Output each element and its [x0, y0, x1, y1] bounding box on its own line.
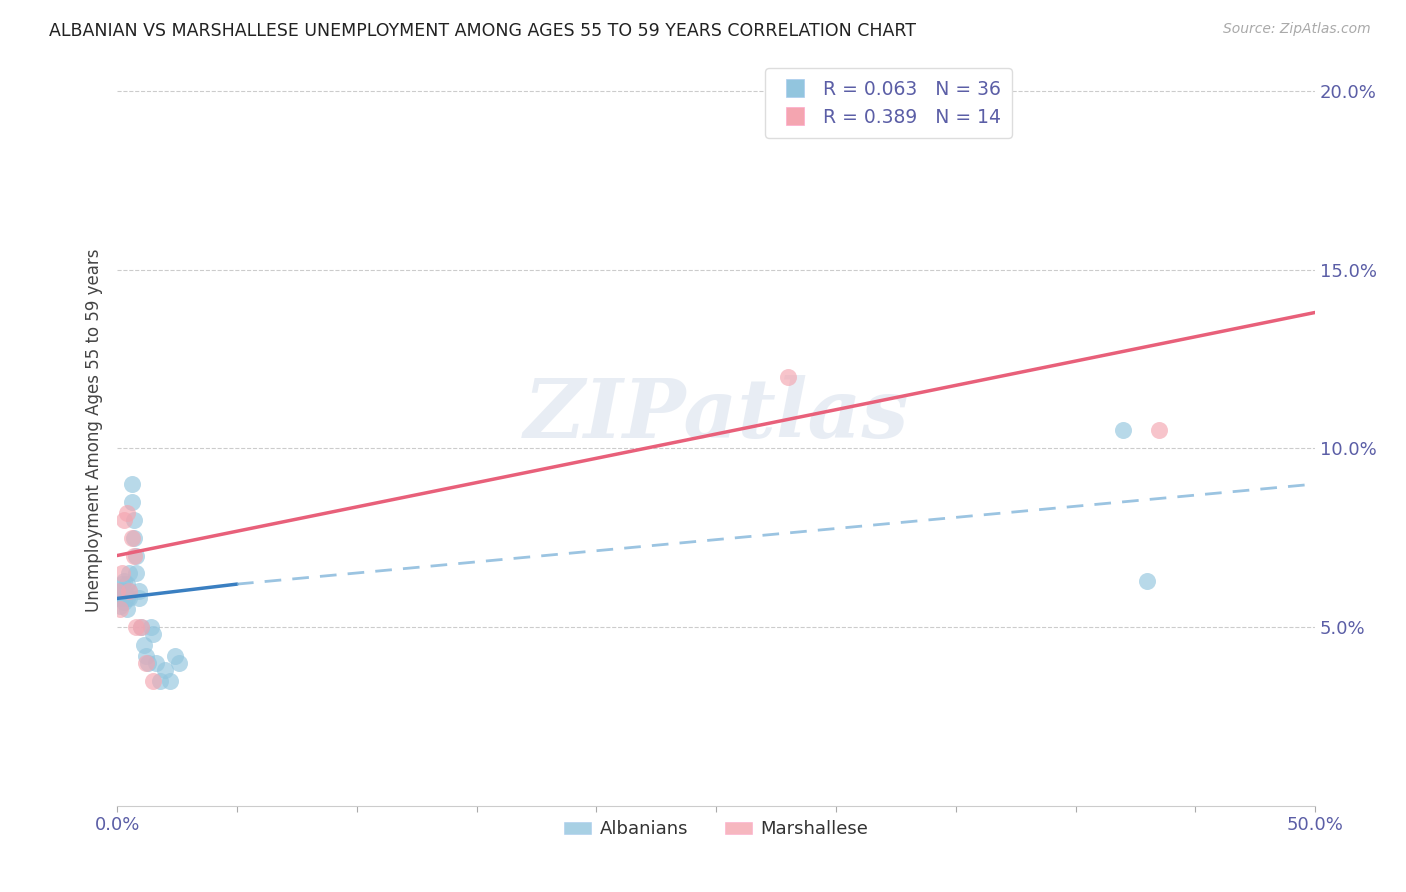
Point	[142, 627, 165, 641]
Point	[122, 549, 145, 563]
Point	[149, 673, 172, 688]
Y-axis label: Unemployment Among Ages 55 to 59 years: Unemployment Among Ages 55 to 59 years	[86, 249, 103, 612]
Point	[118, 584, 141, 599]
Point	[111, 566, 134, 581]
Point	[108, 584, 131, 599]
Point	[122, 513, 145, 527]
Point	[129, 620, 152, 634]
Point	[118, 591, 141, 606]
Point	[105, 591, 128, 606]
Point	[121, 477, 143, 491]
Point	[111, 577, 134, 591]
Legend: Albanians, Marshallese: Albanians, Marshallese	[557, 813, 876, 846]
Point	[776, 369, 799, 384]
Point	[145, 656, 167, 670]
Point	[163, 648, 186, 663]
Point	[153, 663, 176, 677]
Point	[142, 673, 165, 688]
Text: ZIPatlas: ZIPatlas	[523, 376, 908, 456]
Point	[122, 531, 145, 545]
Text: ALBANIAN VS MARSHALLESE UNEMPLOYMENT AMONG AGES 55 TO 59 YEARS CORRELATION CHART: ALBANIAN VS MARSHALLESE UNEMPLOYMENT AMO…	[49, 22, 917, 40]
Point	[108, 602, 131, 616]
Point	[121, 495, 143, 509]
Point	[139, 620, 162, 634]
Point	[125, 566, 148, 581]
Point	[135, 656, 157, 670]
Point	[1149, 424, 1171, 438]
Point	[1136, 574, 1159, 588]
Point	[108, 599, 131, 613]
Point	[159, 673, 181, 688]
Point	[138, 656, 160, 670]
Point	[132, 638, 155, 652]
Point	[128, 591, 150, 606]
Point	[105, 584, 128, 599]
Point	[125, 620, 148, 634]
Point	[169, 656, 191, 670]
Point	[121, 531, 143, 545]
Point	[135, 648, 157, 663]
Point	[112, 513, 135, 527]
Point	[118, 566, 141, 581]
Point	[118, 584, 141, 599]
Point	[115, 591, 138, 606]
Point	[1112, 424, 1135, 438]
Point	[112, 574, 135, 588]
Point	[112, 595, 135, 609]
Text: Source: ZipAtlas.com: Source: ZipAtlas.com	[1223, 22, 1371, 37]
Point	[111, 591, 134, 606]
Point	[125, 549, 148, 563]
Point	[115, 577, 138, 591]
Point	[128, 584, 150, 599]
Point	[129, 620, 152, 634]
Point	[115, 602, 138, 616]
Point	[112, 584, 135, 599]
Point	[115, 506, 138, 520]
